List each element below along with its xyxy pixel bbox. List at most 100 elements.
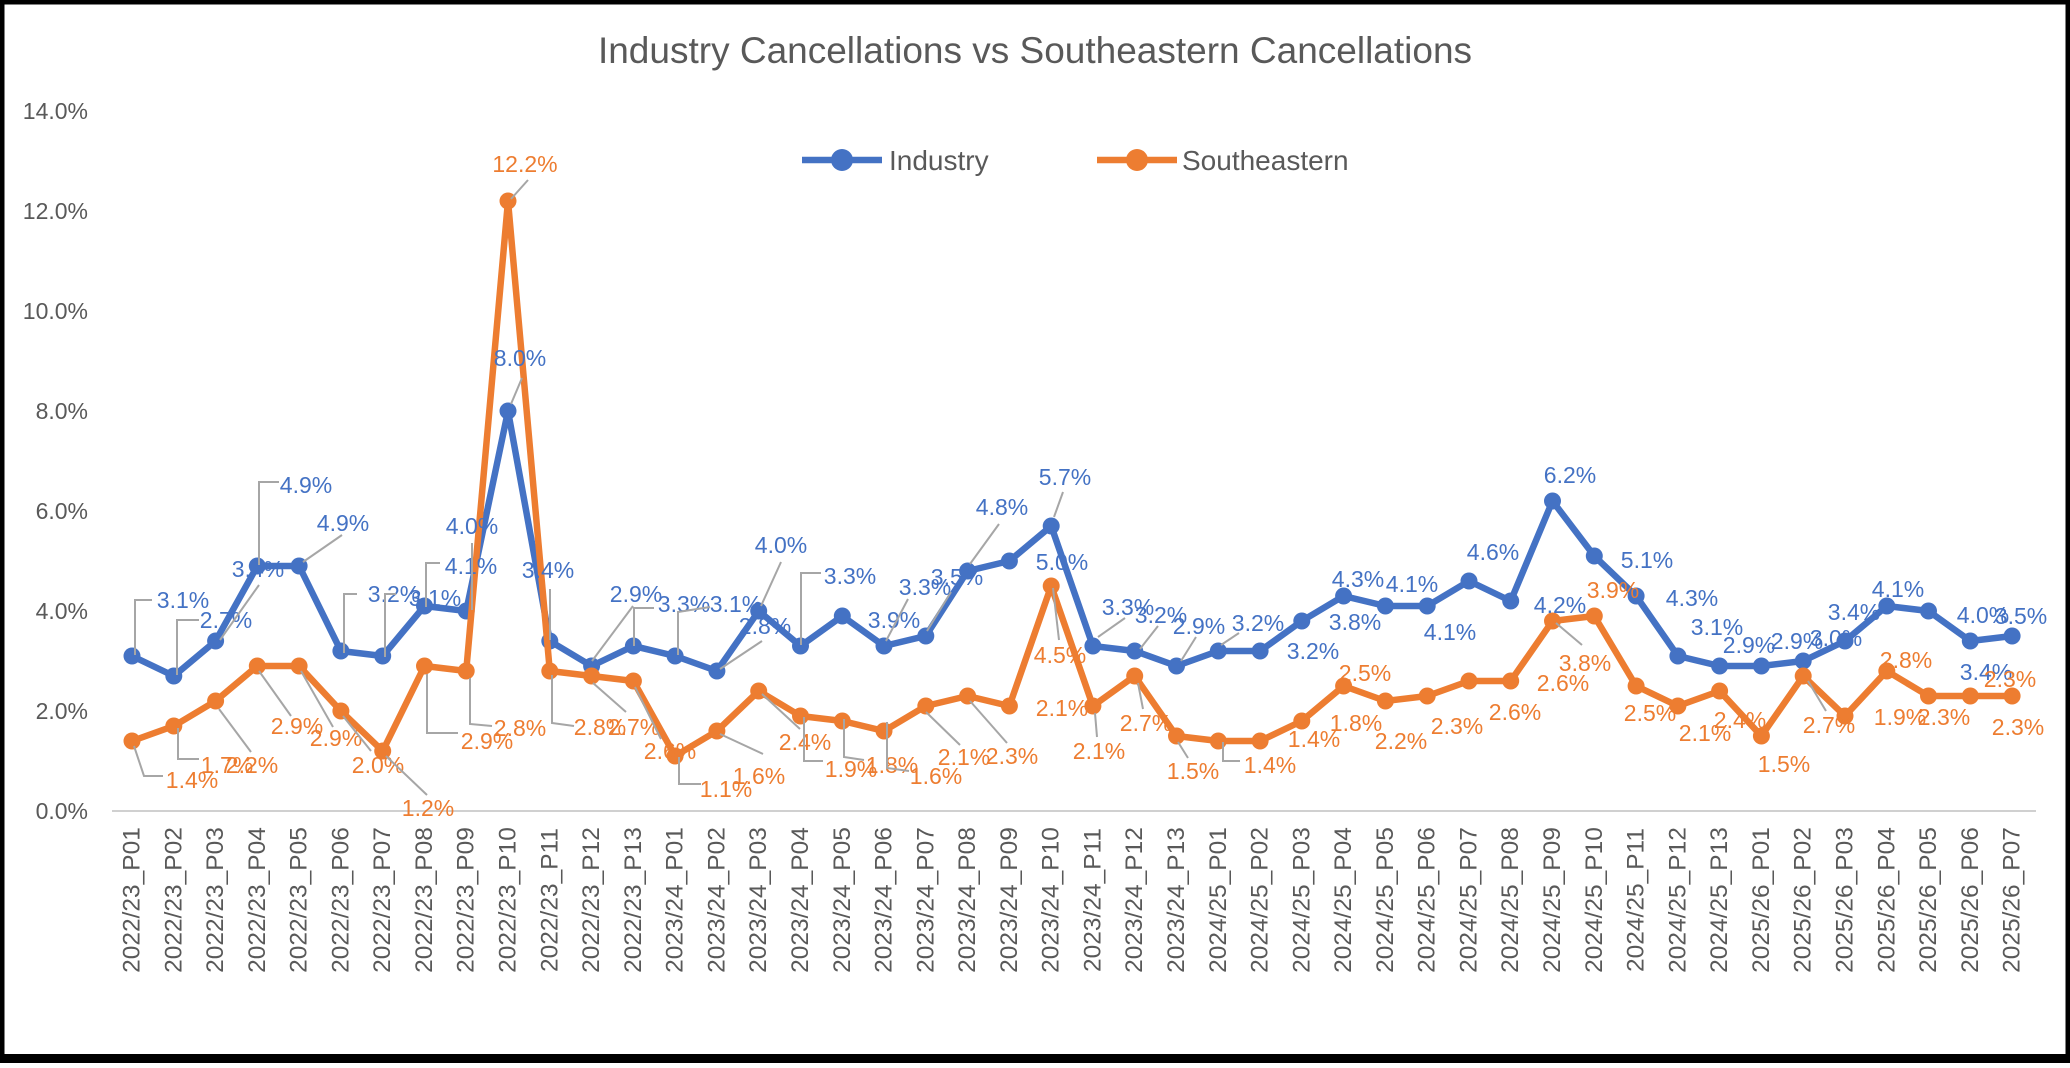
svg-text:3.3%: 3.3%	[899, 574, 951, 600]
svg-text:2022/23_P03: 2022/23_P03	[202, 827, 229, 973]
svg-text:1.5%: 1.5%	[1758, 751, 1810, 777]
svg-text:6.0%: 6.0%	[36, 498, 88, 524]
svg-text:2025/26_P02: 2025/26_P02	[1790, 827, 1817, 973]
svg-text:1.9%: 1.9%	[1874, 704, 1926, 730]
svg-text:2024/25_P04: 2024/25_P04	[1330, 827, 1357, 973]
svg-text:2023/24_P03: 2023/24_P03	[745, 827, 772, 973]
svg-text:3.1%: 3.1%	[157, 587, 209, 613]
svg-text:3.3%: 3.3%	[824, 563, 876, 589]
svg-text:2.9%: 2.9%	[1723, 632, 1775, 658]
svg-text:2.5%: 2.5%	[1624, 700, 1676, 726]
svg-text:4.1%: 4.1%	[1872, 576, 1924, 602]
svg-text:2023/24_P01: 2023/24_P01	[662, 827, 689, 973]
svg-text:2.7%: 2.7%	[1803, 712, 1855, 738]
svg-text:2.6%: 2.6%	[644, 738, 696, 764]
svg-text:5.0%: 5.0%	[1036, 549, 1088, 575]
svg-text:2.9%: 2.9%	[461, 728, 513, 754]
svg-text:3.5%: 3.5%	[931, 564, 983, 590]
svg-text:1.6%: 1.6%	[910, 763, 962, 789]
svg-text:2022/23_P01: 2022/23_P01	[119, 827, 146, 973]
svg-text:8.0%: 8.0%	[494, 345, 546, 371]
svg-text:2023/24_P10: 2023/24_P10	[1038, 827, 1065, 973]
svg-text:2.2%: 2.2%	[1375, 728, 1427, 754]
svg-text:6.2%: 6.2%	[1544, 462, 1596, 488]
svg-text:2025/26_P05: 2025/26_P05	[1915, 827, 1942, 973]
svg-text:2.3%: 2.3%	[1918, 704, 1970, 730]
svg-text:2.3%: 2.3%	[1984, 666, 2036, 692]
svg-text:2022/23_P09: 2022/23_P09	[453, 827, 480, 973]
svg-text:2.9%: 2.9%	[271, 713, 323, 739]
svg-text:Industry Cancellations vs Sout: Industry Cancellations vs Southeastern C…	[598, 30, 1472, 71]
svg-text:1.2%: 1.2%	[402, 795, 454, 821]
svg-text:4.0%: 4.0%	[446, 513, 498, 539]
svg-text:2023/24_P12: 2023/24_P12	[1121, 827, 1148, 973]
svg-text:2024/25_P06: 2024/25_P06	[1414, 827, 1441, 973]
svg-text:2024/25_P11: 2024/25_P11	[1623, 828, 1650, 972]
svg-text:3.1%: 3.1%	[710, 591, 762, 617]
svg-text:2.8%: 2.8%	[739, 613, 791, 639]
svg-text:2022/23_P07: 2022/23_P07	[369, 827, 396, 973]
svg-text:2.3%: 2.3%	[1431, 713, 1483, 739]
svg-text:1.9%: 1.9%	[825, 756, 877, 782]
svg-text:2023/24_P09: 2023/24_P09	[996, 827, 1023, 973]
svg-text:3.2%: 3.2%	[1135, 602, 1187, 628]
svg-text:2.3%: 2.3%	[1992, 714, 2044, 740]
svg-text:4.1%: 4.1%	[1386, 571, 1438, 597]
svg-text:3.1%: 3.1%	[409, 585, 461, 611]
svg-text:2024/25_P09: 2024/25_P09	[1539, 827, 1566, 973]
svg-text:1.5%: 1.5%	[1167, 758, 1219, 784]
svg-text:1.4%: 1.4%	[1244, 752, 1296, 778]
svg-text:3.8%: 3.8%	[1559, 650, 1611, 676]
svg-text:2022/23_P10: 2022/23_P10	[495, 827, 522, 973]
svg-text:2.1%: 2.1%	[938, 744, 990, 770]
svg-text:2022/23_P02: 2022/23_P02	[160, 827, 187, 973]
svg-text:2023/24_P08: 2023/24_P08	[954, 827, 981, 973]
svg-text:2024/25_P10: 2024/25_P10	[1581, 827, 1608, 973]
svg-text:2025/26_P04: 2025/26_P04	[1873, 827, 1900, 973]
svg-text:1.8%: 1.8%	[866, 752, 918, 778]
svg-text:2024/25_P08: 2024/25_P08	[1497, 827, 1524, 973]
svg-text:2024/25_P05: 2024/25_P05	[1372, 827, 1399, 973]
svg-text:Southeastern: Southeastern	[1182, 145, 1349, 176]
svg-text:2023/24_P11: 2023/24_P11	[1079, 828, 1106, 972]
svg-text:2.9%: 2.9%	[1173, 613, 1225, 639]
svg-text:2.1%: 2.1%	[1073, 738, 1125, 764]
svg-text:2.9%: 2.9%	[1771, 628, 1823, 654]
svg-text:2023/24_P02: 2023/24_P02	[703, 827, 730, 973]
svg-text:3.9%: 3.9%	[1587, 577, 1639, 603]
svg-text:8.0%: 8.0%	[36, 398, 88, 424]
svg-text:2022/23_P08: 2022/23_P08	[411, 827, 438, 973]
svg-text:1.8%: 1.8%	[1330, 710, 1382, 736]
svg-text:4.0%: 4.0%	[1957, 602, 2009, 628]
svg-text:4.3%: 4.3%	[1666, 585, 1718, 611]
svg-text:2.7%: 2.7%	[1120, 710, 1172, 736]
svg-text:3.4%: 3.4%	[1960, 659, 2012, 685]
svg-text:3.3%: 3.3%	[658, 591, 710, 617]
svg-text:4.1%: 4.1%	[1424, 619, 1476, 645]
svg-text:3.0%: 3.0%	[1810, 625, 1862, 651]
svg-text:3.2%: 3.2%	[1287, 638, 1339, 664]
svg-text:10.0%: 10.0%	[23, 298, 88, 324]
svg-text:2024/25_P12: 2024/25_P12	[1664, 827, 1691, 973]
svg-text:4.0%: 4.0%	[755, 532, 807, 558]
svg-text:2023/24_P05: 2023/24_P05	[829, 827, 856, 973]
svg-text:14.0%: 14.0%	[23, 98, 88, 124]
svg-text:2.6%: 2.6%	[1537, 670, 1589, 696]
svg-text:2.1%: 2.1%	[1036, 695, 1088, 721]
svg-text:2025/26_P01: 2025/26_P01	[1748, 827, 1775, 973]
svg-text:2.3%: 2.3%	[986, 743, 1038, 769]
svg-text:2024/25_P01: 2024/25_P01	[1205, 827, 1232, 973]
svg-text:4.3%: 4.3%	[1332, 566, 1384, 592]
svg-text:2022/23_P12: 2022/23_P12	[578, 827, 605, 973]
svg-text:1.1%: 1.1%	[700, 776, 752, 802]
svg-text:2022/23_P05: 2022/23_P05	[286, 827, 313, 973]
svg-text:2022/23_P11: 2022/23_P11	[536, 828, 563, 972]
svg-text:4.2%: 4.2%	[1534, 592, 1586, 618]
svg-text:2.9%: 2.9%	[610, 581, 662, 607]
svg-text:3.9%: 3.9%	[868, 607, 920, 633]
svg-text:2.0%: 2.0%	[36, 698, 88, 724]
svg-text:3.3%: 3.3%	[1102, 594, 1154, 620]
svg-text:1.7%: 1.7%	[201, 752, 253, 778]
svg-text:0.0%: 0.0%	[36, 798, 88, 824]
svg-text:1.4%: 1.4%	[1288, 726, 1340, 752]
